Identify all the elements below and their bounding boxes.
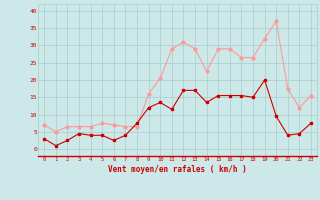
X-axis label: Vent moyen/en rafales ( km/h ): Vent moyen/en rafales ( km/h ): [108, 165, 247, 174]
